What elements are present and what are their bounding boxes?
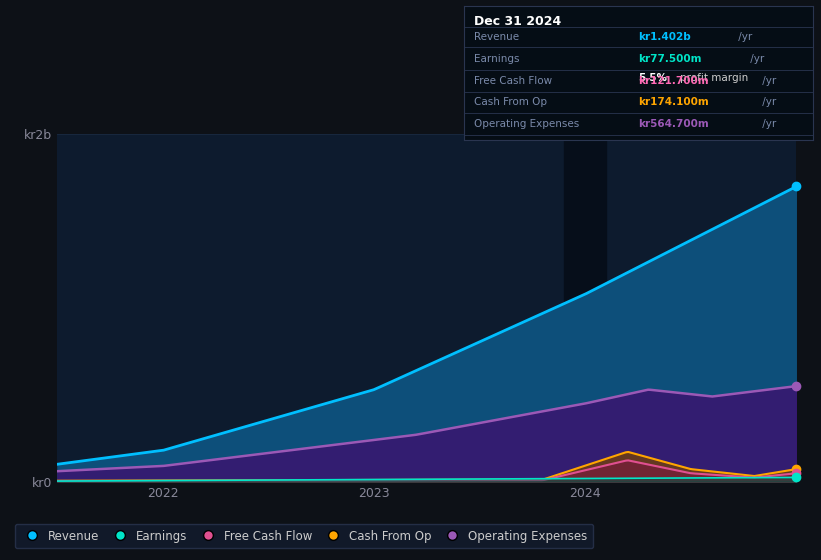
Text: kr174.100m: kr174.100m <box>639 97 709 108</box>
Text: Cash From Op: Cash From Op <box>475 97 548 108</box>
Text: Revenue: Revenue <box>475 32 520 42</box>
Text: /yr: /yr <box>747 54 764 64</box>
Text: profit margin: profit margin <box>680 72 749 82</box>
Text: kr121.700m: kr121.700m <box>639 76 709 86</box>
Text: kr1.402b: kr1.402b <box>639 32 691 42</box>
Text: /yr: /yr <box>759 119 776 129</box>
Text: /yr: /yr <box>759 97 776 108</box>
Bar <box>564 134 607 482</box>
Text: Dec 31 2024: Dec 31 2024 <box>475 15 562 28</box>
Text: Free Cash Flow: Free Cash Flow <box>475 76 553 86</box>
Text: /yr: /yr <box>735 32 752 42</box>
Text: kr564.700m: kr564.700m <box>639 119 709 129</box>
Text: 5.5%: 5.5% <box>639 72 667 82</box>
Legend: Revenue, Earnings, Free Cash Flow, Cash From Op, Operating Expenses: Revenue, Earnings, Free Cash Flow, Cash … <box>15 524 593 548</box>
Text: Operating Expenses: Operating Expenses <box>475 119 580 129</box>
Text: kr77.500m: kr77.500m <box>639 54 702 64</box>
Text: /yr: /yr <box>759 76 776 86</box>
Text: Earnings: Earnings <box>475 54 520 64</box>
